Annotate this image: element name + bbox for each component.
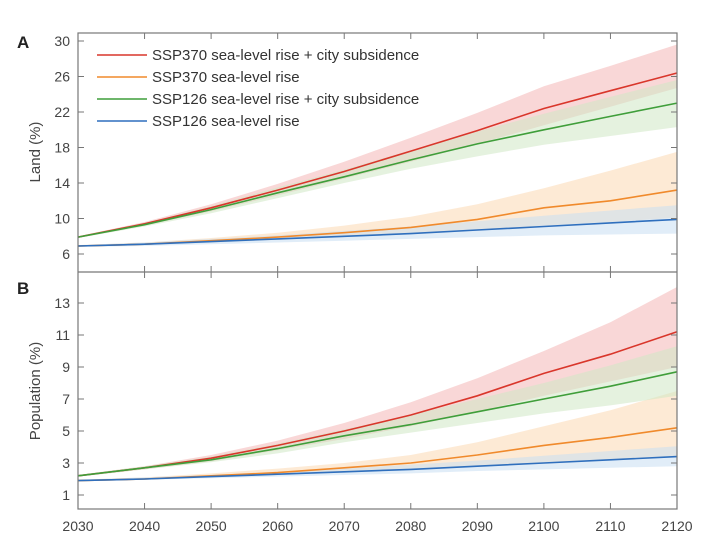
- plot-border: [77, 32, 678, 510]
- legend: SSP370 sea-level rise + city subsidence S…: [97, 47, 419, 130]
- legend-label-0: SSP370 sea-level rise + city subsidence: [152, 47, 419, 64]
- panel-b-y-axis-title: Population (%): [27, 342, 44, 440]
- x-ticks: 2030 2040 2050 2060 2070 2080 2090 2100 2110 2120: [62, 33, 693, 534]
- x-tick-label: 2120: [661, 518, 692, 534]
- x-tick-label: 2050: [196, 518, 227, 534]
- panel-b-band-3: [78, 446, 677, 482]
- legend-label-3: SSP126 sea-level rise: [152, 113, 300, 130]
- panel-b-letter: B: [17, 279, 29, 298]
- panel-b-series-line-2: [77, 371, 678, 477]
- panel-a: A 6 10 14 18 22 26 30 Land (%) SSP370 sea-leve…: [17, 33, 678, 262]
- panel-b-y-tick-label: 11: [55, 327, 70, 343]
- panel-a-y-axis-title: Land (%): [27, 122, 44, 183]
- panel-a-band-2: [78, 80, 677, 238]
- axes-frame: [77, 32, 678, 510]
- panel-a-series-line-0: [77, 72, 678, 238]
- panel-a-y-tick-label: 10: [54, 211, 70, 227]
- panel-b-series-line-3: [77, 455, 678, 482]
- panel-a-band-0: [78, 44, 677, 238]
- x-tick-label: 2060: [262, 518, 293, 534]
- panel-b-y-tick-label: 9: [62, 359, 70, 375]
- panel-b-bands: [78, 287, 677, 482]
- panel-b-band-2: [78, 346, 677, 477]
- panel-b-y-tick-label: 1: [62, 487, 70, 503]
- x-tick-label: 2070: [329, 518, 360, 534]
- panel-a-y-tick-label: 6: [62, 246, 70, 262]
- panel-a-lines: [77, 72, 678, 247]
- panel-a-series-line-3: [77, 218, 678, 247]
- panel-b-y-tick-label: 5: [62, 423, 70, 439]
- panel-b-y-tick-label: 13: [54, 295, 70, 311]
- panel-a-series-line-2: [77, 102, 678, 238]
- panel-b-y-tick-label: 3: [62, 455, 70, 471]
- x-tick-label: 2030: [62, 518, 93, 534]
- panel-a-letter: A: [17, 33, 29, 52]
- x-tick-label: 2080: [395, 518, 426, 534]
- legend-label-1: SSP370 sea-level rise: [152, 69, 300, 86]
- panel-a-y-ticks: 6 10 14 18 22 26 30: [54, 33, 677, 262]
- x-tick-label: 2040: [129, 518, 160, 534]
- panel-a-y-tick-label: 26: [54, 69, 70, 85]
- panel-a-y-tick-label: 30: [54, 33, 70, 49]
- x-tick-label: 2100: [528, 518, 559, 534]
- x-tick-label: 2110: [595, 518, 625, 534]
- panel-b-lines: [77, 331, 678, 482]
- x-tick-label: 2090: [462, 518, 493, 534]
- panel-a-y-tick-label: 14: [54, 175, 70, 191]
- panel-a-y-tick-label: 18: [54, 140, 70, 156]
- legend-label-2: SSP126 sea-level rise + city subsidence: [152, 91, 419, 108]
- panel-b-y-tick-label: 7: [62, 391, 70, 407]
- panel-a-y-tick-label: 22: [54, 104, 70, 120]
